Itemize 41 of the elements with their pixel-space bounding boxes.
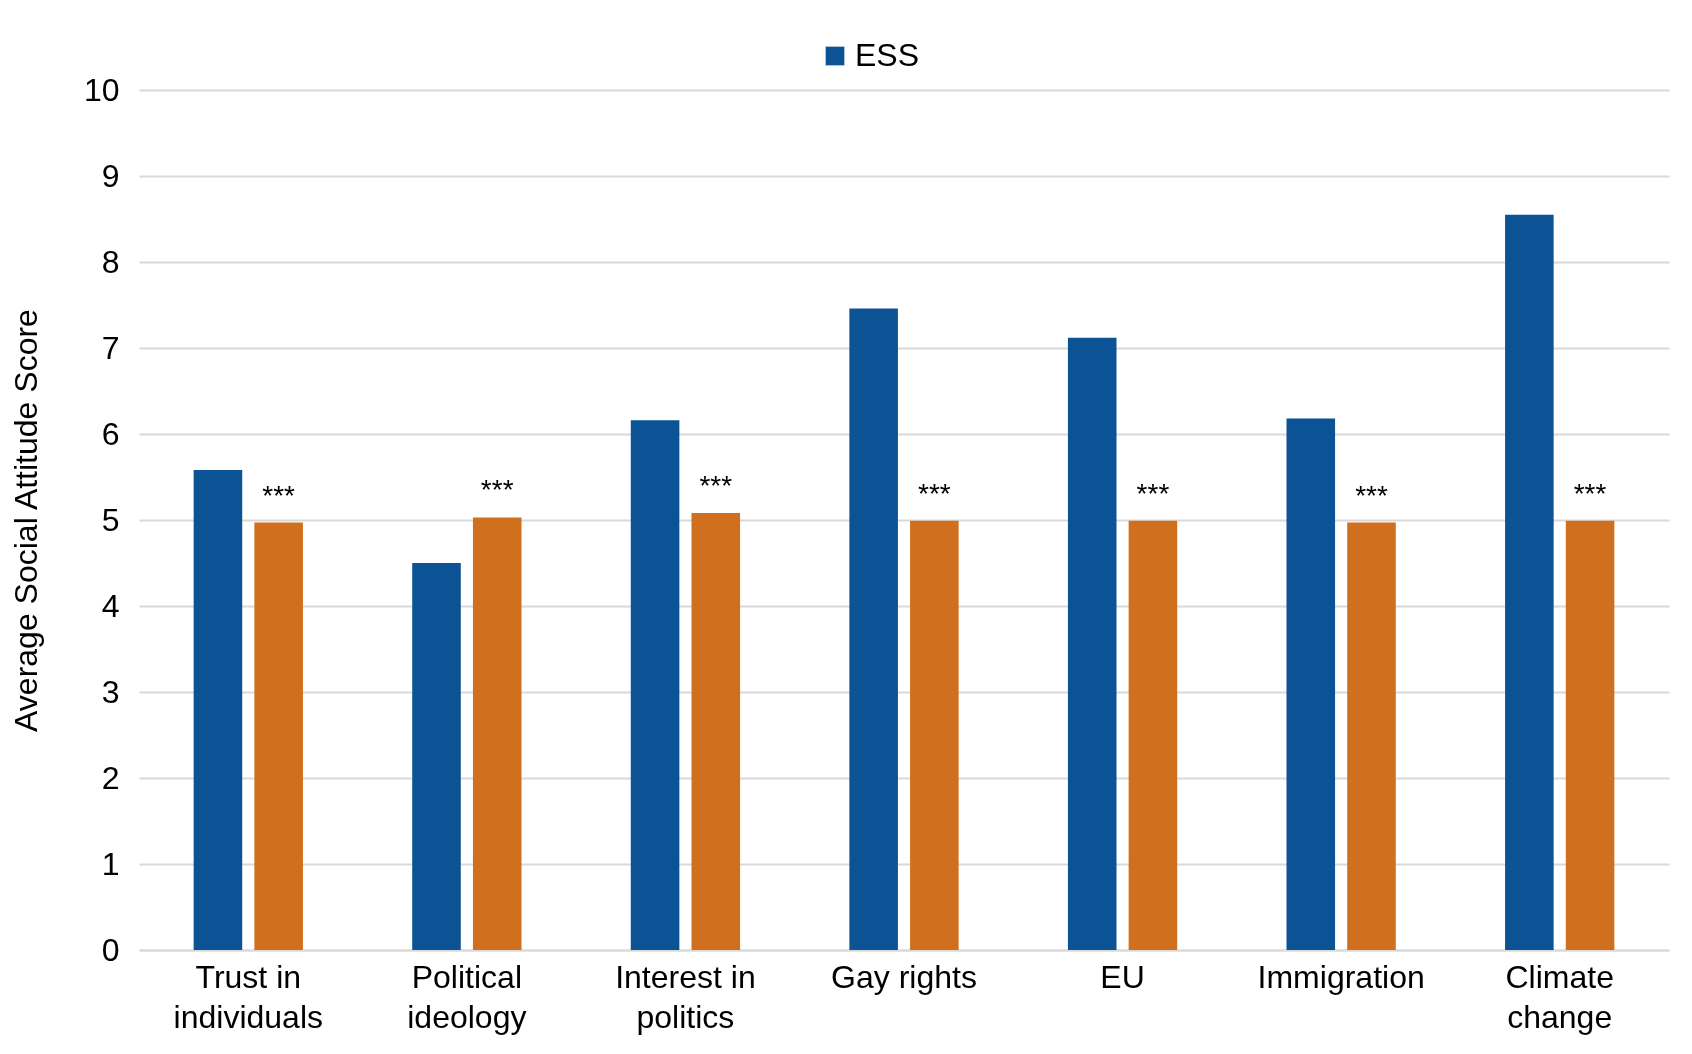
y-tick-label: 8 — [101, 243, 120, 280]
y-tick-label: 9 — [101, 157, 120, 194]
x-tick-label: Gay rights — [831, 958, 977, 995]
y-tick-label: 6 — [101, 415, 120, 452]
bar — [849, 308, 898, 950]
bar — [193, 470, 243, 950]
y-tick-label: 2 — [101, 759, 120, 796]
x-tick-label: Trust in individuals — [173, 958, 323, 1035]
x-tick-label: Immigration — [1257, 958, 1425, 995]
annotation: *** — [1355, 479, 1388, 511]
annotation: *** — [918, 477, 951, 509]
bar — [630, 420, 680, 950]
bar — [910, 520, 959, 950]
bar — [412, 563, 461, 950]
x-tick-label: Climate change — [1505, 958, 1614, 1035]
x-tick-label: Political ideology — [407, 958, 527, 1035]
annotation: *** — [1136, 477, 1170, 509]
bar — [254, 522, 303, 950]
x-tick-label: Interest in politics — [615, 958, 756, 1035]
annotation: *** — [1573, 477, 1607, 509]
y-tick-label: 3 — [101, 673, 120, 710]
y-tick-label: 1 — [101, 845, 120, 882]
y-axis-title: Average Social Attitude Score — [7, 309, 44, 732]
annotation: *** — [262, 479, 296, 511]
y-tick-label: 5 — [101, 501, 120, 538]
x-tick-label: EU — [1100, 958, 1145, 995]
y-tick-label: 0 — [101, 931, 120, 968]
bar — [472, 517, 522, 950]
bar — [1286, 418, 1336, 950]
bar — [1505, 214, 1554, 950]
bar — [1347, 522, 1396, 950]
y-tick-label: 4 — [101, 587, 120, 624]
y-tick-label: 10 — [83, 71, 120, 108]
legend-label: ESS — [855, 37, 920, 73]
annotation: *** — [480, 474, 514, 506]
bar — [1128, 520, 1178, 950]
y-tick-label: 7 — [101, 329, 120, 366]
annotation: *** — [699, 470, 733, 502]
bar — [1067, 337, 1117, 950]
bar — [1565, 520, 1615, 950]
bar — [691, 513, 741, 950]
